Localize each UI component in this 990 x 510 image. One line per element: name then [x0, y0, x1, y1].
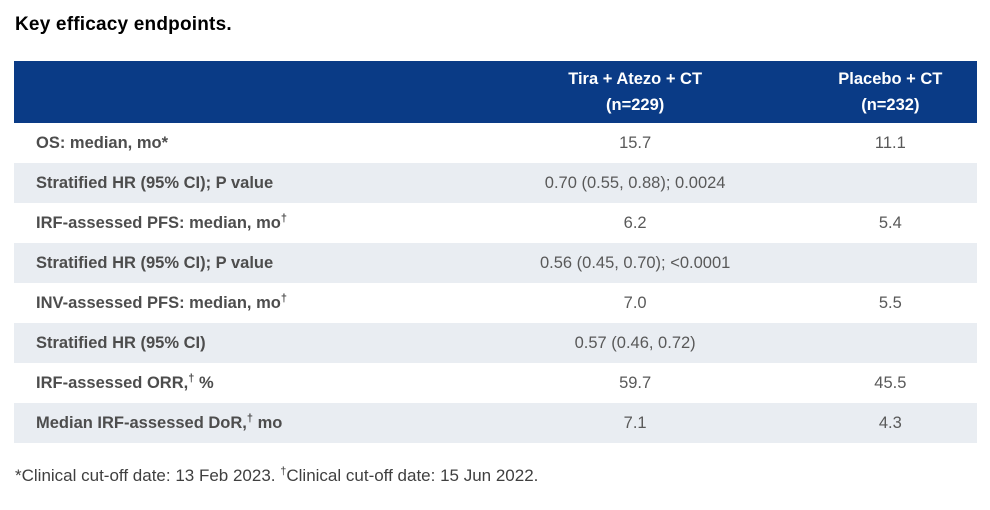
row-label: Median IRF-assessed DoR,† mo: [14, 403, 467, 443]
header-arm2-n: (n=232): [861, 96, 920, 114]
dagger-superscript: †: [280, 465, 287, 478]
table-row: INV-assessed PFS: median, mo† 7.0 5.5: [14, 283, 977, 323]
footnote-part2: Clinical cut-off date: 15 Jun 2022.: [286, 466, 539, 485]
header-arm2: Placebo + CT (n=232): [803, 61, 977, 123]
table-row: Stratified HR (95% CI) 0.57 (0.46, 0.72): [14, 323, 977, 363]
header-arm1-name: Tira + Atezo + CT: [568, 69, 703, 88]
row-label-text: OS: median, mo*: [36, 133, 169, 152]
value-arm2: 5.5: [803, 283, 977, 323]
table-row: Stratified HR (95% CI); P value 0.56 (0.…: [14, 243, 977, 283]
value-arm2: 45.5: [803, 363, 977, 403]
page-title: Key efficacy endpoints.: [15, 14, 232, 35]
table-header: Tira + Atezo + CT (n=229) Placebo + CT (…: [14, 61, 977, 123]
value-arm1: 0.56 (0.45, 0.70); <0.0001: [466, 243, 804, 283]
value-arm1: 15.7: [466, 123, 804, 163]
value-arm1: 59.7: [466, 363, 804, 403]
row-label-text: Stratified HR (95% CI); P value: [36, 173, 274, 192]
dagger-superscript: †: [280, 212, 287, 224]
value-arm2: 4.3: [803, 403, 977, 443]
header-arm1-n: (n=229): [606, 96, 665, 114]
value-arm1: 7.0: [466, 283, 804, 323]
row-label: Stratified HR (95% CI); P value: [14, 163, 467, 203]
value-arm1: 6.2: [466, 203, 804, 243]
table-row: IRF-assessed PFS: median, mo† 6.2 5.4: [14, 203, 977, 243]
footnote: *Clinical cut-off date: 13 Feb 2023. †Cl…: [15, 466, 977, 486]
dagger-superscript: †: [188, 372, 195, 384]
table-row: Median IRF-assessed DoR,† mo 7.1 4.3: [14, 403, 977, 443]
value-arm2: [803, 243, 977, 283]
table-row: OS: median, mo* 15.7 11.1: [14, 123, 977, 163]
value-arm1: 7.1: [466, 403, 804, 443]
table-row: Stratified HR (95% CI); P value 0.70 (0.…: [14, 163, 977, 203]
header-row: Tira + Atezo + CT (n=229) Placebo + CT (…: [14, 61, 977, 123]
row-label-text: Stratified HR (95% CI); P value: [36, 253, 274, 272]
row-label: IRF-assessed ORR,† %: [14, 363, 467, 403]
header-arm2-name: Placebo + CT: [838, 69, 943, 88]
header-arm1: Tira + Atezo + CT (n=229): [466, 61, 804, 123]
row-label-after: %: [194, 373, 214, 392]
value-arm2: 5.4: [803, 203, 977, 243]
row-label-text: Median IRF-assessed DoR,: [36, 413, 247, 432]
value-arm1: 0.70 (0.55, 0.88); 0.0024: [466, 163, 804, 203]
row-label-after: mo: [253, 413, 283, 432]
row-label: Stratified HR (95% CI); P value: [14, 243, 467, 283]
efficacy-endpoints-table: Tira + Atezo + CT (n=229) Placebo + CT (…: [14, 61, 977, 443]
dagger-superscript: †: [246, 412, 254, 424]
row-label-text: Stratified HR (95% CI): [36, 333, 206, 352]
row-label-text: IRF-assessed ORR,: [36, 373, 189, 392]
value-arm2: [803, 323, 977, 363]
header-empty-cell: [14, 61, 467, 123]
row-label: Stratified HR (95% CI): [14, 323, 467, 363]
row-label: INV-assessed PFS: median, mo†: [14, 283, 467, 323]
value-arm1: 0.57 (0.46, 0.72): [466, 323, 804, 363]
row-label-text: INV-assessed PFS: median, mo: [36, 293, 281, 312]
row-label: IRF-assessed PFS: median, mo†: [14, 203, 467, 243]
table-row: IRF-assessed ORR,† % 59.7 45.5: [14, 363, 977, 403]
row-label-text: IRF-assessed PFS: median, mo: [36, 213, 281, 232]
footnote-part1: *Clinical cut-off date: 13 Feb 2023.: [15, 466, 281, 485]
value-arm2: [803, 163, 977, 203]
row-label: OS: median, mo*: [14, 123, 467, 163]
dagger-superscript: †: [280, 292, 287, 304]
value-arm2: 11.1: [803, 123, 977, 163]
page: Key efficacy endpoints. Tira + Atezo + C…: [14, 14, 977, 486]
